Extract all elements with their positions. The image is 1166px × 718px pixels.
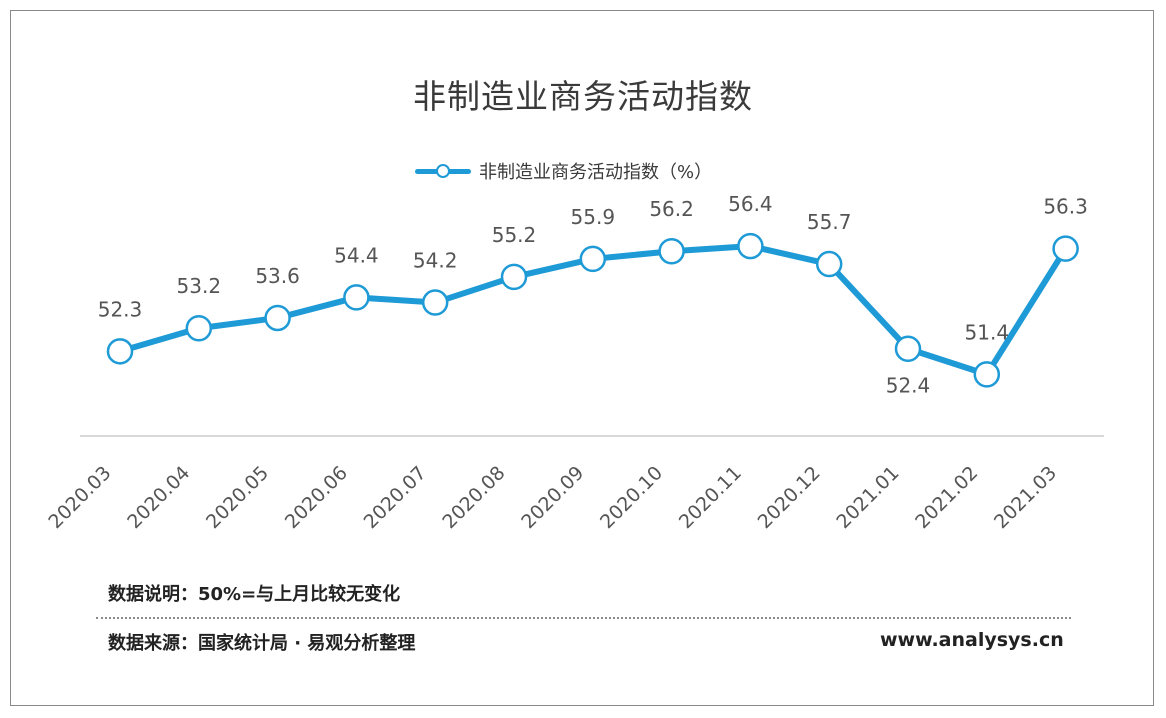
x-tick-label: 2020.08 bbox=[438, 462, 509, 533]
data-note: 数据说明：50%=与上月比较无变化 bbox=[108, 584, 401, 605]
data-label: 52.4 bbox=[886, 374, 931, 398]
x-tick-label: 2020.07 bbox=[360, 462, 431, 533]
data-label: 55.2 bbox=[492, 223, 537, 247]
data-point bbox=[500, 263, 528, 291]
legend: 非制造业商务活动指数（%） bbox=[415, 158, 712, 184]
data-source: 数据来源：国家统计局 · 易观分析整理 bbox=[108, 633, 416, 654]
data-point bbox=[815, 250, 843, 278]
x-tick-label: 2020.10 bbox=[596, 462, 667, 533]
data-point bbox=[658, 237, 685, 265]
data-point bbox=[106, 338, 134, 365]
chart-title: 非制造业商务活动指数 bbox=[413, 77, 753, 116]
data-label: 54.2 bbox=[413, 249, 458, 273]
data-point bbox=[264, 304, 291, 332]
data-label: 53.2 bbox=[177, 274, 222, 298]
x-tick-label: 2020.03 bbox=[44, 462, 115, 533]
x-tick-label: 2021.02 bbox=[911, 462, 982, 533]
data-point bbox=[894, 335, 922, 362]
data-label: 51.4 bbox=[965, 320, 1010, 344]
chart-frame bbox=[10, 10, 1154, 706]
data-point bbox=[737, 232, 764, 260]
legend-marker-icon bbox=[415, 162, 471, 180]
x-tick-label: 2020.04 bbox=[123, 462, 194, 533]
dotted-divider bbox=[96, 617, 1071, 619]
x-tick-label: 2021.01 bbox=[832, 462, 903, 533]
data-label: 56.2 bbox=[649, 197, 694, 221]
data-label: 56.3 bbox=[1043, 195, 1088, 219]
data-label: 52.3 bbox=[98, 297, 143, 321]
data-point bbox=[343, 284, 370, 311]
data-label: 53.6 bbox=[255, 264, 300, 288]
x-tick-label: 2021.03 bbox=[990, 462, 1061, 533]
x-tick-label: 2020.12 bbox=[754, 462, 825, 533]
legend-label: 非制造业商务活动指数（%） bbox=[479, 162, 713, 183]
data-label: 55.9 bbox=[571, 205, 616, 229]
x-tick-label: 2020.06 bbox=[281, 462, 352, 533]
data-label: 55.7 bbox=[807, 210, 852, 234]
x-tick-label: 2020.05 bbox=[202, 462, 273, 533]
data-point bbox=[973, 361, 1001, 388]
data-point bbox=[185, 314, 213, 342]
data-label: 56.4 bbox=[728, 192, 773, 216]
x-tick-label: 2020.09 bbox=[517, 462, 588, 533]
data-point bbox=[579, 245, 607, 273]
data-point bbox=[1052, 235, 1079, 262]
website-link[interactable]: www.analysys.cn bbox=[880, 629, 1064, 651]
data-label: 54.4 bbox=[334, 243, 379, 267]
data-point bbox=[421, 289, 449, 316]
x-tick-label: 2020.11 bbox=[675, 462, 746, 533]
